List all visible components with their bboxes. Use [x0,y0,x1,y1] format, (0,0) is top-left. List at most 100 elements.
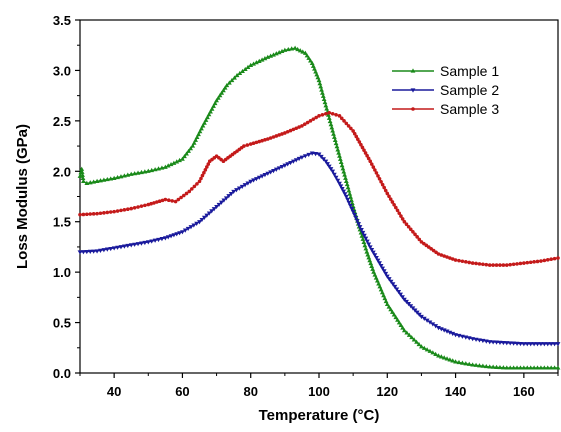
series-1-point [329,125,335,130]
series-1-point [466,361,472,366]
series-2-point [101,248,107,253]
series-2-point [436,326,441,331]
series-1-point [396,320,402,325]
series-3-point [81,212,86,217]
series-1-point [424,347,430,352]
series-3-point [170,199,174,203]
series-2-point [410,306,416,311]
series-3-point [112,209,116,214]
series-1-point [135,170,141,175]
series-2-point [386,277,392,282]
series-2-point [390,282,396,287]
series-2-point [447,330,453,335]
series-1-point [366,255,372,260]
series-2-point [216,202,222,208]
series-2-point [441,328,447,333]
series-1-point [282,47,288,52]
series-3-point [376,174,380,178]
series-1-point [367,258,373,263]
series-3-point [342,119,346,123]
series-1-point [79,169,85,174]
series-2-point [343,194,349,200]
series-2-point [419,314,424,320]
y-tick-label: 2.0 [53,164,71,179]
series-1-point [128,171,134,176]
series-3-point [248,142,253,146]
series-2-point [318,154,324,160]
series-3-point [415,235,419,239]
series-3-point [199,176,203,181]
series-1-point [182,153,187,159]
series-3-point [542,258,547,263]
series-1-point [256,58,262,63]
series-1-point [108,176,114,181]
series-3-point [280,132,284,136]
series-1-point [323,103,329,108]
legend-item-3: Sample 3 [392,101,499,117]
series-1-point [248,62,254,67]
series-3-point [277,133,281,137]
series-2-point [81,250,86,255]
series-2-point [518,341,523,347]
series-2-point [139,241,144,246]
series-3-point [88,212,93,216]
series-1-point [94,178,100,183]
series-3-point [379,179,383,184]
series-3-point [245,143,250,147]
series-3-point [460,259,465,264]
series-2-point [339,187,345,192]
series-1-point [196,131,201,137]
series-1-point [219,90,225,95]
series-2-point [363,236,369,241]
series-1-point [325,112,331,117]
series-2-point [450,331,456,337]
series-3-point [187,189,192,194]
series-3-point [363,151,368,155]
series-1-point [188,146,194,151]
series-3-point [98,211,103,216]
series-2-point [359,228,364,233]
series-3-point [408,227,413,232]
series-2-point [171,233,177,238]
series-1-point [79,166,85,171]
series-1-point [535,365,540,370]
series-2-point [367,245,373,250]
series-1-point [245,64,251,70]
series-3-point [251,141,256,146]
series-1-point [292,45,298,50]
series-2-point [375,258,381,263]
series-1-point [441,355,447,360]
series-3-point [192,184,197,189]
series-1-point [206,112,212,117]
series-3-point [317,114,321,118]
series-3-point [149,201,153,206]
series-1-point [337,153,342,158]
series-2-point [273,167,279,172]
series-2-point [87,249,93,254]
series-2-point [360,230,366,236]
series-1-point [438,354,444,359]
series-1-point [208,109,213,114]
series-2-point [356,222,362,227]
series-1-point [224,82,230,88]
series-3-point [163,197,168,202]
series-3-point [552,256,557,261]
series-2-point [400,295,405,300]
axes: 40 60 80 100 120 140 160 0.0 0.5 1.0 1.5 2.0 2.5 3.0 3… [53,13,559,399]
series-2-point [201,215,207,220]
series-2-point [366,242,372,247]
series-2-point [433,324,439,329]
y-tick-label: 3.5 [53,13,71,28]
series-2-point [328,167,334,172]
series-2-point [330,169,336,174]
series-1-point [393,314,399,320]
series-1-point [430,350,436,355]
series-3-point [288,128,293,133]
series-1-point [302,50,308,55]
series-2-point [316,152,322,157]
series-2-point [398,292,403,297]
series-2-point [108,246,114,252]
series-1-point [511,365,517,370]
series-1-point [316,77,322,83]
series-1-point [345,185,351,190]
